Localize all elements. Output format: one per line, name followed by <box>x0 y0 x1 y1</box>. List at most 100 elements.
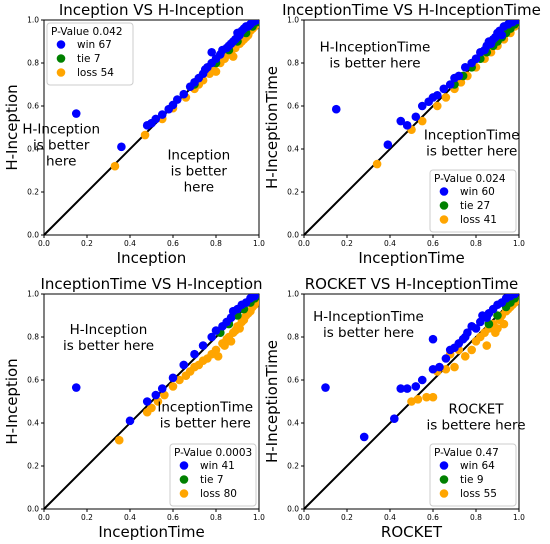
legend-marker <box>179 489 189 498</box>
y-tick-label: 0.0 <box>287 505 299 514</box>
x-tick-label: 0.0 <box>298 513 310 522</box>
x-tick-label: 0.0 <box>38 513 50 522</box>
y-axis-label: H-InceptionTime <box>263 66 281 189</box>
point-loss <box>433 101 442 111</box>
point-loss <box>417 116 427 126</box>
point-win <box>331 104 341 114</box>
annotation-text: InceptionTime <box>424 128 520 144</box>
point-win <box>125 416 135 426</box>
legend-marker <box>439 475 449 484</box>
y-tick-label: 0.0 <box>27 505 39 514</box>
legend-marker <box>439 201 449 210</box>
point-win <box>190 349 199 359</box>
point-loss <box>450 362 459 372</box>
x-tick-label: 0.4 <box>384 239 396 248</box>
point-loss <box>235 324 244 333</box>
x-tick-label: 0.6 <box>167 513 179 522</box>
point-win <box>411 112 421 122</box>
chart-title: InceptionTime VS H-InceptionTime <box>282 1 541 19</box>
point-win <box>463 328 472 338</box>
point-win <box>117 142 126 152</box>
annotation-text: Inception <box>167 148 230 164</box>
y-axis-label: H-InceptionTime <box>263 340 281 463</box>
point-loss <box>220 341 229 350</box>
y-tick-label: 0.4 <box>287 145 299 154</box>
point-win <box>179 89 189 99</box>
annotation-text: ROCKET <box>448 402 504 418</box>
annotation-text: H-Inception <box>70 322 148 338</box>
point-win <box>390 414 399 424</box>
point-win <box>411 382 421 391</box>
legend-label: win 60 <box>460 186 495 198</box>
point-win <box>433 90 442 100</box>
point-win <box>417 375 427 385</box>
y-tick-label: 1.0 <box>27 16 39 25</box>
legend-marker <box>56 40 66 49</box>
y-tick-label: 0.6 <box>27 376 39 385</box>
x-axis-label: InceptionTime <box>358 249 464 267</box>
legend-label: win 67 <box>77 39 112 51</box>
x-tick-label: 0.4 <box>124 513 136 522</box>
x-tick-label: 0.2 <box>341 513 353 522</box>
legend-title: P-Value 0.0003 <box>174 447 252 459</box>
point-loss <box>482 341 492 350</box>
y-axis-label: H-Inception <box>3 84 21 170</box>
annotation-text: H-InceptionTime <box>313 309 424 325</box>
point-win <box>396 384 406 393</box>
legend-label: win 41 <box>200 460 235 472</box>
legend-marker <box>179 461 189 470</box>
chart-title: Inception VS H-Inception <box>59 1 244 19</box>
legend-label: win 64 <box>460 460 495 472</box>
x-tick-label: 0.4 <box>384 513 396 522</box>
point-loss <box>226 337 236 346</box>
y-tick-label: 0.6 <box>287 102 299 111</box>
legend-title: P-Value 0.042 <box>51 26 123 38</box>
point-win <box>460 63 470 72</box>
x-tick-label: 1.0 <box>513 513 525 522</box>
point-loss <box>372 159 382 169</box>
y-tick-label: 0.8 <box>27 59 39 68</box>
y-tick-label: 0.0 <box>27 231 39 240</box>
point-win <box>151 114 161 124</box>
y-tick-label: 0.4 <box>27 419 39 428</box>
point-loss <box>428 392 438 402</box>
point-win <box>207 332 216 342</box>
x-tick-label: 0.0 <box>298 239 310 248</box>
y-tick-label: 0.2 <box>287 462 299 471</box>
point-win <box>359 432 369 442</box>
point-loss <box>493 324 502 333</box>
point-win <box>445 80 455 89</box>
legend-label: loss 54 <box>77 67 114 79</box>
point-loss <box>413 395 423 404</box>
scatter-points <box>71 294 259 445</box>
point-win <box>211 326 221 335</box>
annotation-text: here <box>184 180 214 196</box>
scatter-points <box>331 20 519 169</box>
point-win <box>510 294 519 299</box>
x-tick-label: 0.8 <box>210 513 222 522</box>
legend-box <box>429 443 517 507</box>
x-tick-label: 0.6 <box>427 239 439 248</box>
legend-marker <box>179 475 189 484</box>
chart-panel-4: ROCKET VS H-InceptionTime 0.0 0.2 0.4 0.6 0.8… <box>263 275 526 541</box>
point-win <box>402 384 412 393</box>
point-loss <box>168 382 178 391</box>
y-tick-label: 0.2 <box>287 188 299 197</box>
legend-label: tie 7 <box>200 474 224 486</box>
x-axis-label: InceptionTime <box>98 523 204 541</box>
y-tick-label: 0.6 <box>287 376 299 385</box>
point-win <box>441 354 451 363</box>
y-tick-label: 0.0 <box>287 231 299 240</box>
point-loss <box>499 319 509 329</box>
annotation-text: is better here <box>323 325 414 341</box>
legend-box <box>169 443 257 507</box>
y-tick-label: 1.0 <box>287 290 299 299</box>
point-loss <box>422 392 431 402</box>
x-tick-label: 0.8 <box>210 239 222 248</box>
annotation-text: H-InceptionTime <box>320 39 431 55</box>
y-tick-label: 0.4 <box>27 145 39 154</box>
y-tick-label: 0.6 <box>27 102 39 111</box>
